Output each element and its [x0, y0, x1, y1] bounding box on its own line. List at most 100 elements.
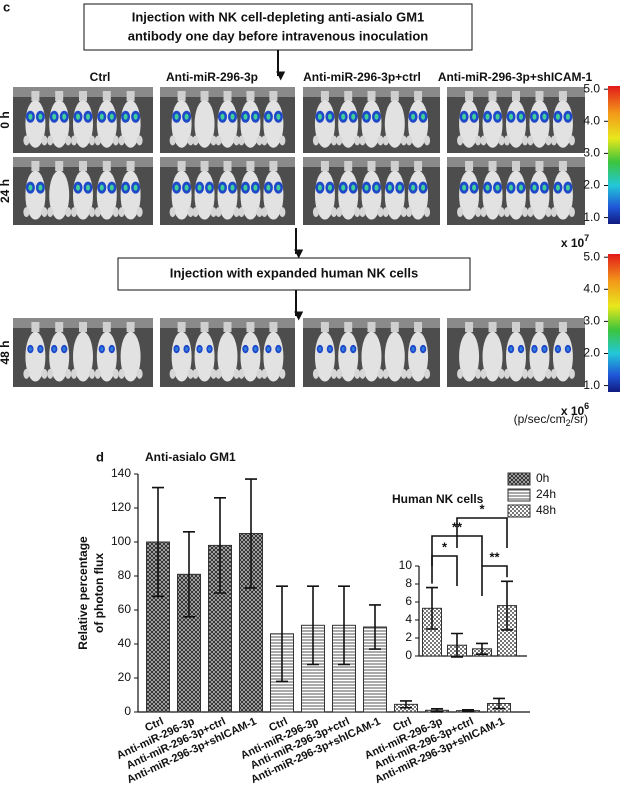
mouse-leg	[47, 207, 54, 218]
tail-holder	[320, 91, 329, 101]
mouse-leg	[256, 135, 263, 146]
mouse-leg	[118, 135, 125, 146]
error-bar	[245, 478, 257, 589]
tail-holder	[344, 161, 353, 171]
mouse	[263, 331, 284, 382]
signal-core	[267, 346, 270, 352]
mouse-leg	[336, 135, 343, 146]
mouse-leg	[545, 368, 552, 379]
error-bar	[426, 586, 438, 630]
signal-core	[276, 184, 281, 191]
mouse-leg	[261, 368, 268, 379]
mouse-leg	[112, 135, 119, 146]
mouse-leg	[187, 135, 194, 146]
signal-core	[207, 184, 212, 191]
mouse	[384, 100, 405, 148]
signal-core	[555, 184, 560, 191]
tail-holder	[414, 322, 423, 332]
mouse-leg	[568, 207, 575, 218]
tail-holder	[390, 161, 399, 171]
significance-bracket	[456, 517, 508, 548]
y-tick-label: 80	[118, 568, 132, 582]
signal-core	[253, 113, 258, 120]
y-tick-label: 10	[399, 558, 413, 572]
signal-core	[76, 184, 80, 191]
tail-holder	[344, 91, 353, 101]
mouse	[194, 331, 215, 382]
signal-core	[411, 346, 415, 352]
mouse	[314, 331, 335, 382]
mouse-leg	[136, 135, 143, 146]
signal-core	[62, 113, 67, 120]
mouse-leg	[169, 135, 176, 146]
legend-label: 24h	[536, 487, 556, 501]
signal-core	[86, 184, 90, 191]
y-tick-label: 100	[111, 534, 131, 548]
signal-core	[532, 113, 537, 120]
tail-holder	[558, 322, 567, 332]
signal-core	[133, 184, 138, 191]
signal-core	[38, 113, 43, 120]
mouse-leg	[424, 368, 431, 379]
mouse-leg	[359, 135, 366, 146]
tail-holder	[55, 161, 64, 171]
step-text: Injection with NK cell-depleting anti-as…	[132, 9, 425, 24]
mouse	[217, 331, 238, 382]
step-text: antibody one day before intravenous inoc…	[128, 28, 429, 43]
signal-core	[276, 113, 281, 120]
group-label: Ctrl	[90, 70, 111, 84]
tail-holder	[177, 161, 186, 171]
signal-core	[485, 184, 490, 191]
mouse-leg	[65, 368, 72, 379]
mouse-leg	[279, 135, 286, 146]
multiplier-text: x 10	[561, 404, 585, 418]
tail-holder	[465, 91, 474, 101]
mouse-leg	[475, 135, 482, 146]
signal-core	[519, 346, 523, 352]
mouse-leg	[475, 207, 482, 218]
mouse-leg	[312, 207, 319, 218]
mouse-leg	[522, 207, 528, 218]
mouse-leg	[112, 207, 119, 218]
signal-core	[495, 113, 500, 120]
mouse-leg	[23, 368, 30, 379]
signal-core	[243, 113, 248, 120]
colorbar-tick-label: 1.0	[583, 210, 600, 224]
signal-core	[351, 184, 356, 191]
mouse	[482, 331, 503, 382]
mouse-leg	[210, 368, 217, 379]
mouse-leg	[504, 135, 510, 146]
mouse-leg	[382, 207, 389, 218]
mouse-leg	[47, 135, 54, 146]
mouse-leg	[118, 207, 125, 218]
mouse-leg	[23, 207, 30, 218]
tail-holder	[269, 322, 278, 332]
tail-holder	[512, 322, 520, 332]
mouse-leg	[71, 207, 77, 218]
colorbar-tick-label: 1.0	[583, 378, 600, 392]
signal-core	[230, 184, 235, 191]
signal-core	[519, 184, 523, 191]
unit-sub: 2	[566, 418, 571, 428]
signal-core	[397, 184, 402, 191]
mouse-leg	[169, 368, 176, 379]
y-axis-label: Relative percentage	[76, 536, 90, 650]
multiplier-exponent: 6	[584, 401, 589, 411]
mouse-leg	[359, 368, 366, 379]
signal-core	[197, 184, 202, 191]
y-tick-label: 40	[118, 636, 132, 650]
signal-core	[277, 346, 280, 352]
signal-core	[317, 184, 322, 191]
mouse-leg	[210, 135, 217, 146]
time-label: 0 h	[0, 111, 12, 128]
mouse-leg	[47, 368, 54, 379]
tail-holder	[367, 161, 376, 171]
signal-core	[485, 113, 490, 120]
mouse-leg	[527, 135, 534, 146]
signal-core	[472, 113, 477, 120]
mouse-leg	[279, 368, 286, 379]
signal-core	[351, 346, 355, 352]
mouse-leg	[550, 207, 557, 218]
